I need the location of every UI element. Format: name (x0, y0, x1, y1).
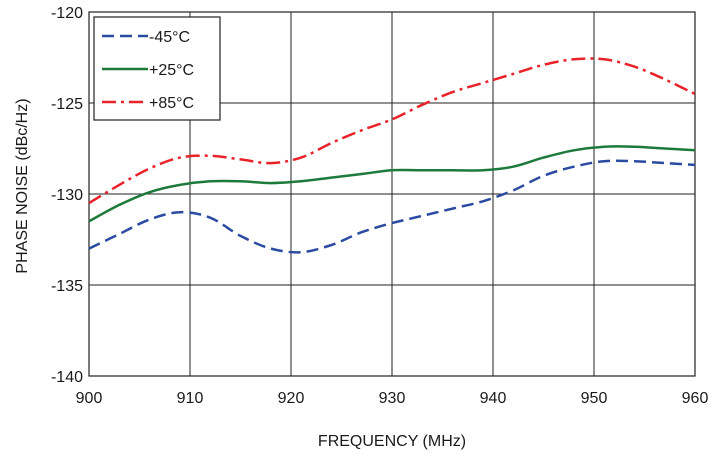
x-tick-label: 920 (278, 390, 305, 407)
y-axis-title: PHASE NOISE (dBc/Hz) (14, 98, 31, 273)
y-tick-label: -120 (51, 5, 83, 22)
series-layer (88, 57, 696, 254)
x-tick-label: 930 (379, 390, 406, 407)
legend-label-2: +25°C (149, 62, 194, 79)
y-tick-labels: -140 -135 -130 -125 -120 (51, 5, 83, 386)
series-line-1 (88, 159, 696, 254)
plot-area-border (88, 11, 696, 377)
series-line-2 (88, 145, 696, 223)
x-tick-labels: 900 910 920 930 940 950 960 (76, 390, 709, 407)
legend-label-3: +85°C (149, 95, 194, 112)
y-tick-label: -125 (51, 96, 83, 113)
series-line-3 (88, 57, 696, 205)
x-tick-label: 910 (177, 390, 204, 407)
x-tick-label: 960 (682, 390, 709, 407)
x-tick-label: 940 (480, 390, 507, 407)
x-tick-label: 900 (76, 390, 103, 407)
x-axis-title: FREQUENCY (MHz) (318, 433, 466, 450)
legend-label-1: -45°C (149, 29, 190, 46)
y-tick-label: -130 (51, 187, 83, 204)
y-tick-label: -135 (51, 278, 83, 295)
y-tick-label: -140 (51, 369, 83, 386)
x-tick-label: 950 (581, 390, 608, 407)
legend: -45°C +25°C +85°C (93, 16, 221, 121)
